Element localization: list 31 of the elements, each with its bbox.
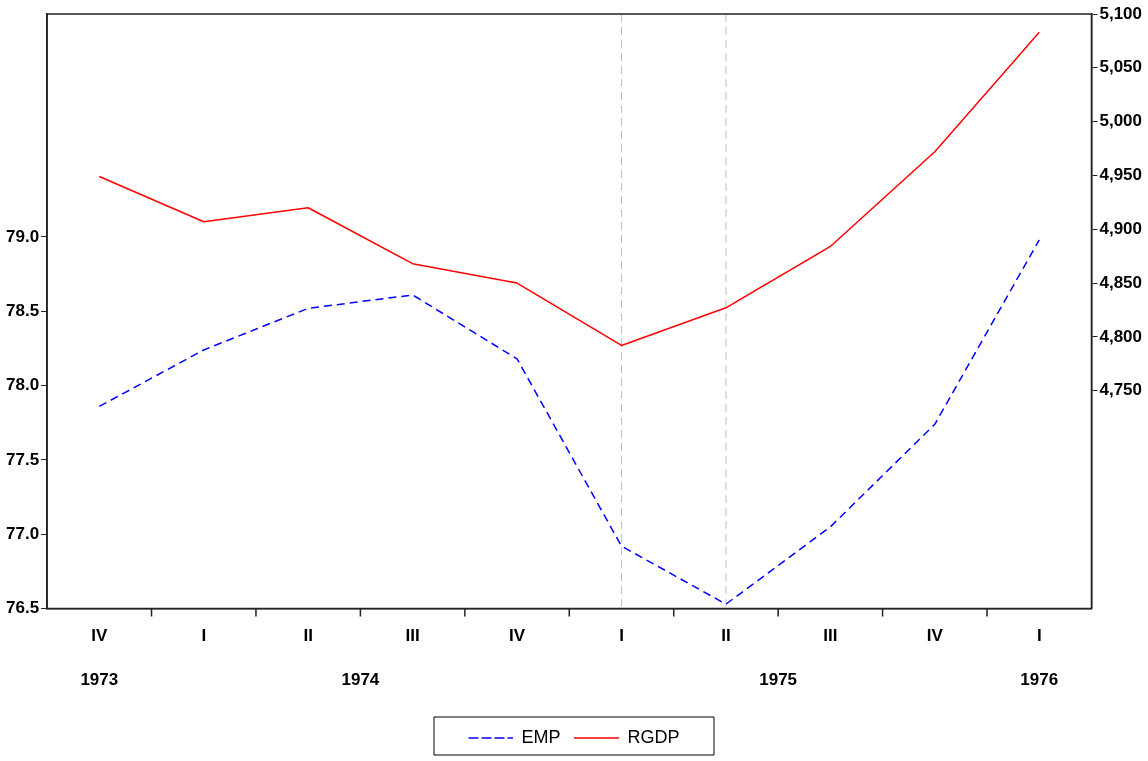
y-tick-label: 79.0 xyxy=(5,226,40,246)
y2-tick-label: 4,800 xyxy=(1099,326,1143,346)
y2-tick-label: 4,850 xyxy=(1099,272,1143,292)
y-tick-label: 77.5 xyxy=(5,449,40,469)
x-tick-label: IV xyxy=(509,626,526,646)
y2-tick-label: 4,750 xyxy=(1099,380,1143,400)
x-tick-label: I xyxy=(201,626,207,646)
x-tick-label: II xyxy=(721,626,731,646)
text: 1973 xyxy=(80,670,119,690)
y-tick-label: 76.5 xyxy=(5,598,40,618)
x-tick-label: IV xyxy=(926,626,944,646)
line-series xyxy=(98,239,1040,605)
text: 1975 xyxy=(759,670,798,690)
y2-tick-label: 5,050 xyxy=(1099,57,1143,77)
x-tick-label: III xyxy=(405,626,420,646)
y-tick-label: 78.5 xyxy=(5,300,40,320)
x-tick-label: I xyxy=(1036,626,1042,646)
y2-tick-label: 5,100 xyxy=(1099,3,1143,23)
x-tick-label: II xyxy=(303,626,313,646)
legend-label: EMP xyxy=(521,726,561,747)
x-tick-label: III xyxy=(823,626,838,646)
y2-tick-label: 5,000 xyxy=(1099,111,1143,131)
y2-tick-label: 4,900 xyxy=(1099,218,1143,238)
y-tick-label: 77.0 xyxy=(5,523,40,543)
text: 1974 xyxy=(341,670,380,690)
y-tick-label: 78.0 xyxy=(5,375,40,395)
y2-tick-label: 4,950 xyxy=(1099,165,1143,185)
legend-label: RGDP xyxy=(627,726,680,747)
x-tick-label: IV xyxy=(91,626,108,646)
x-tick-label: I xyxy=(619,626,624,646)
text: 1976 xyxy=(1020,670,1059,690)
